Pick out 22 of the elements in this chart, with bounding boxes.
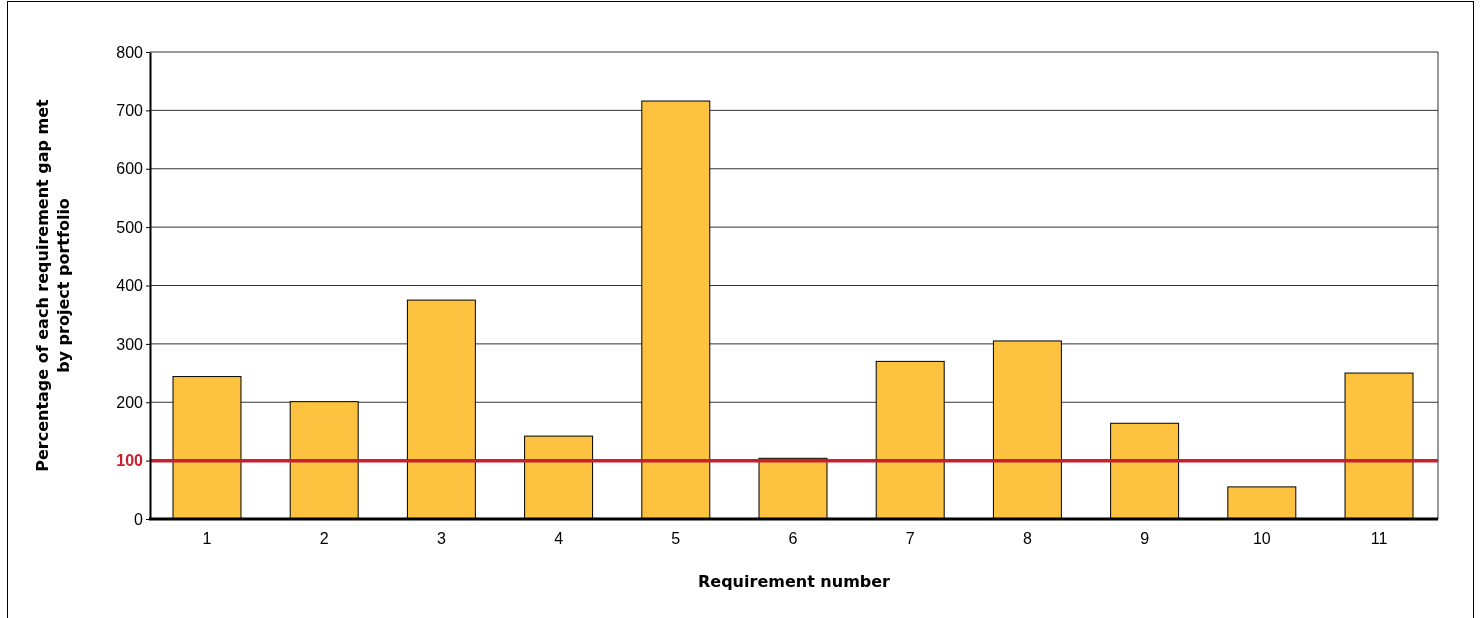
x-tick-label: 4 <box>554 530 564 548</box>
x-tick-label: 9 <box>1140 530 1150 548</box>
y-axis-title: Percentage of each requirement gap met by project portfolio <box>33 98 73 472</box>
x-tick-label: 5 <box>671 530 681 548</box>
y-tick-label: 500 <box>116 218 144 236</box>
y-tick-label: 200 <box>116 393 144 411</box>
x-tick-label: 6 <box>788 530 798 548</box>
y-tick-label: 0 <box>134 510 144 528</box>
x-tick-label: 3 <box>436 530 446 548</box>
y-tick-label: 800 <box>116 43 144 61</box>
x-axis-title: Requirement number <box>697 572 891 591</box>
x-tick-label: 10 <box>1252 530 1271 548</box>
y-tick-label: 100 <box>116 452 144 470</box>
y-tick-label: 700 <box>116 102 144 119</box>
y-tick-label: 300 <box>116 335 144 353</box>
x-tick-label: 8 <box>1022 530 1032 548</box>
x-tick-label: 1 <box>202 530 212 548</box>
x-tick-label: 2 <box>319 530 329 548</box>
y-tick-label: 600 <box>116 160 144 178</box>
x-tick-label: 11 <box>1370 530 1388 548</box>
y-tick-label: 400 <box>116 277 144 295</box>
x-tick-label: 7 <box>905 530 915 548</box>
